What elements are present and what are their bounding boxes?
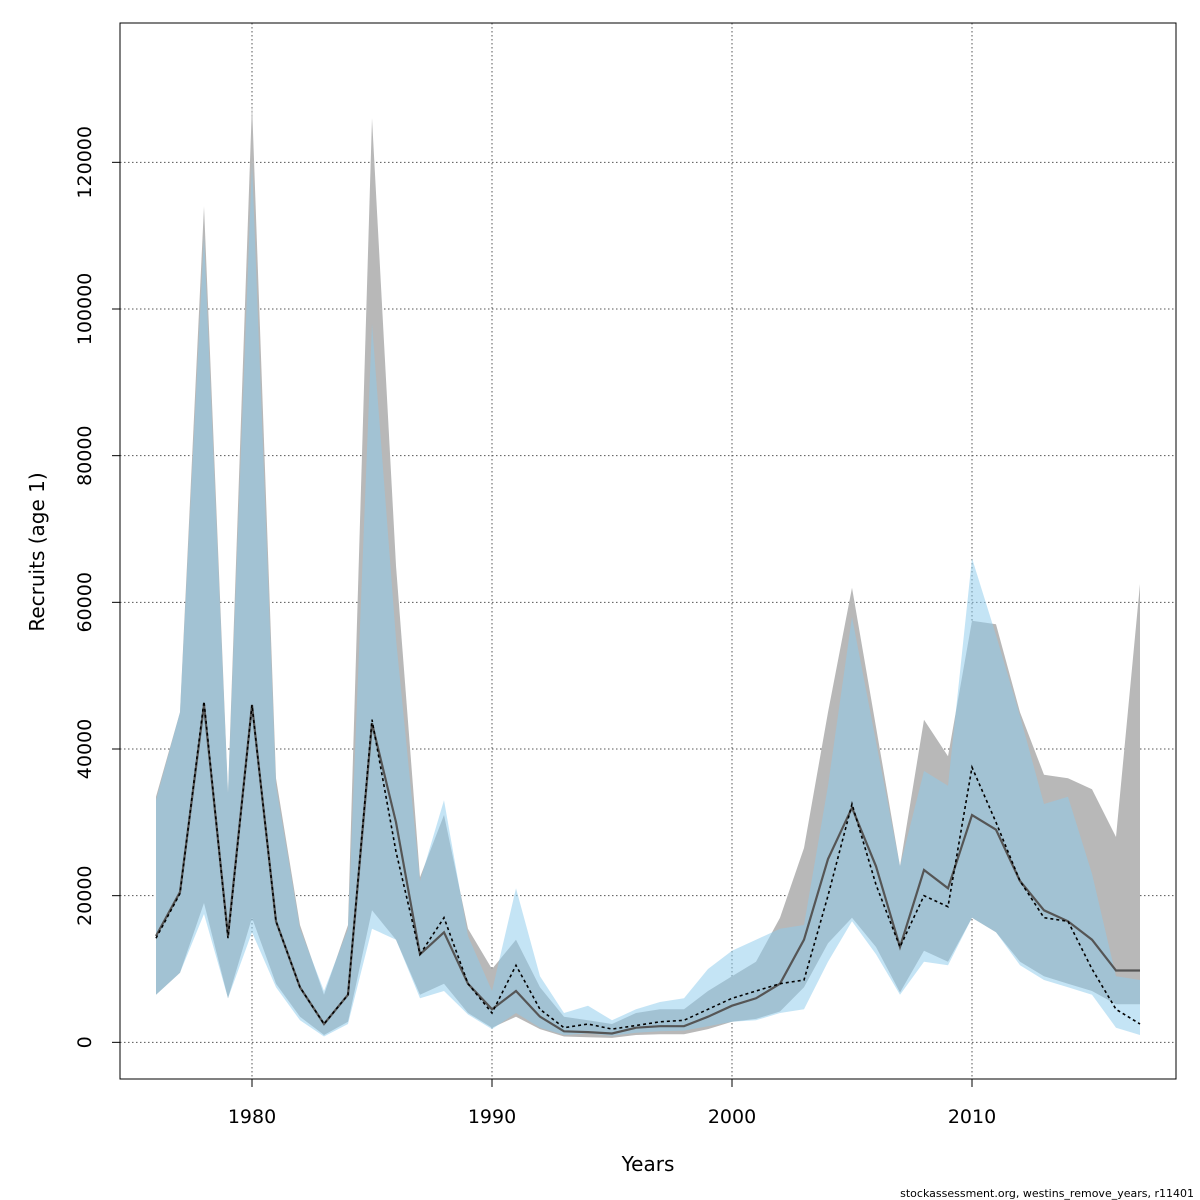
x-tick-label: 2010 xyxy=(948,1106,996,1128)
estimate-line-1 xyxy=(155,704,1140,1035)
y-tick-label: 20000 xyxy=(74,865,96,925)
grid xyxy=(120,23,1176,1079)
y-tick-label: 0 xyxy=(74,1036,96,1048)
x-axis-title: Years xyxy=(621,1152,675,1176)
plot-frame xyxy=(119,22,1177,1080)
y-tick-label: 80000 xyxy=(74,425,96,485)
y-tick-label: 120000 xyxy=(74,126,96,199)
y-axis-title: Recruits (age 1) xyxy=(25,472,49,631)
x-tick-label: 1990 xyxy=(468,1106,516,1128)
axes: 1980 1990 2000 2010 0 20000 40000 60000 80000 100… xyxy=(74,126,996,1128)
y-tick-label: 60000 xyxy=(74,572,96,632)
confidence-band-2 xyxy=(156,162,1140,1037)
y-tick-label: 100000 xyxy=(74,273,96,346)
series-layer xyxy=(155,103,1141,1038)
credit-text: stockassessment.org, westins_remove_year… xyxy=(900,1187,1194,1200)
x-tick-label: 2000 xyxy=(708,1106,756,1128)
x-tick-label: 1980 xyxy=(228,1106,276,1128)
y-tick-label: 40000 xyxy=(74,719,96,779)
